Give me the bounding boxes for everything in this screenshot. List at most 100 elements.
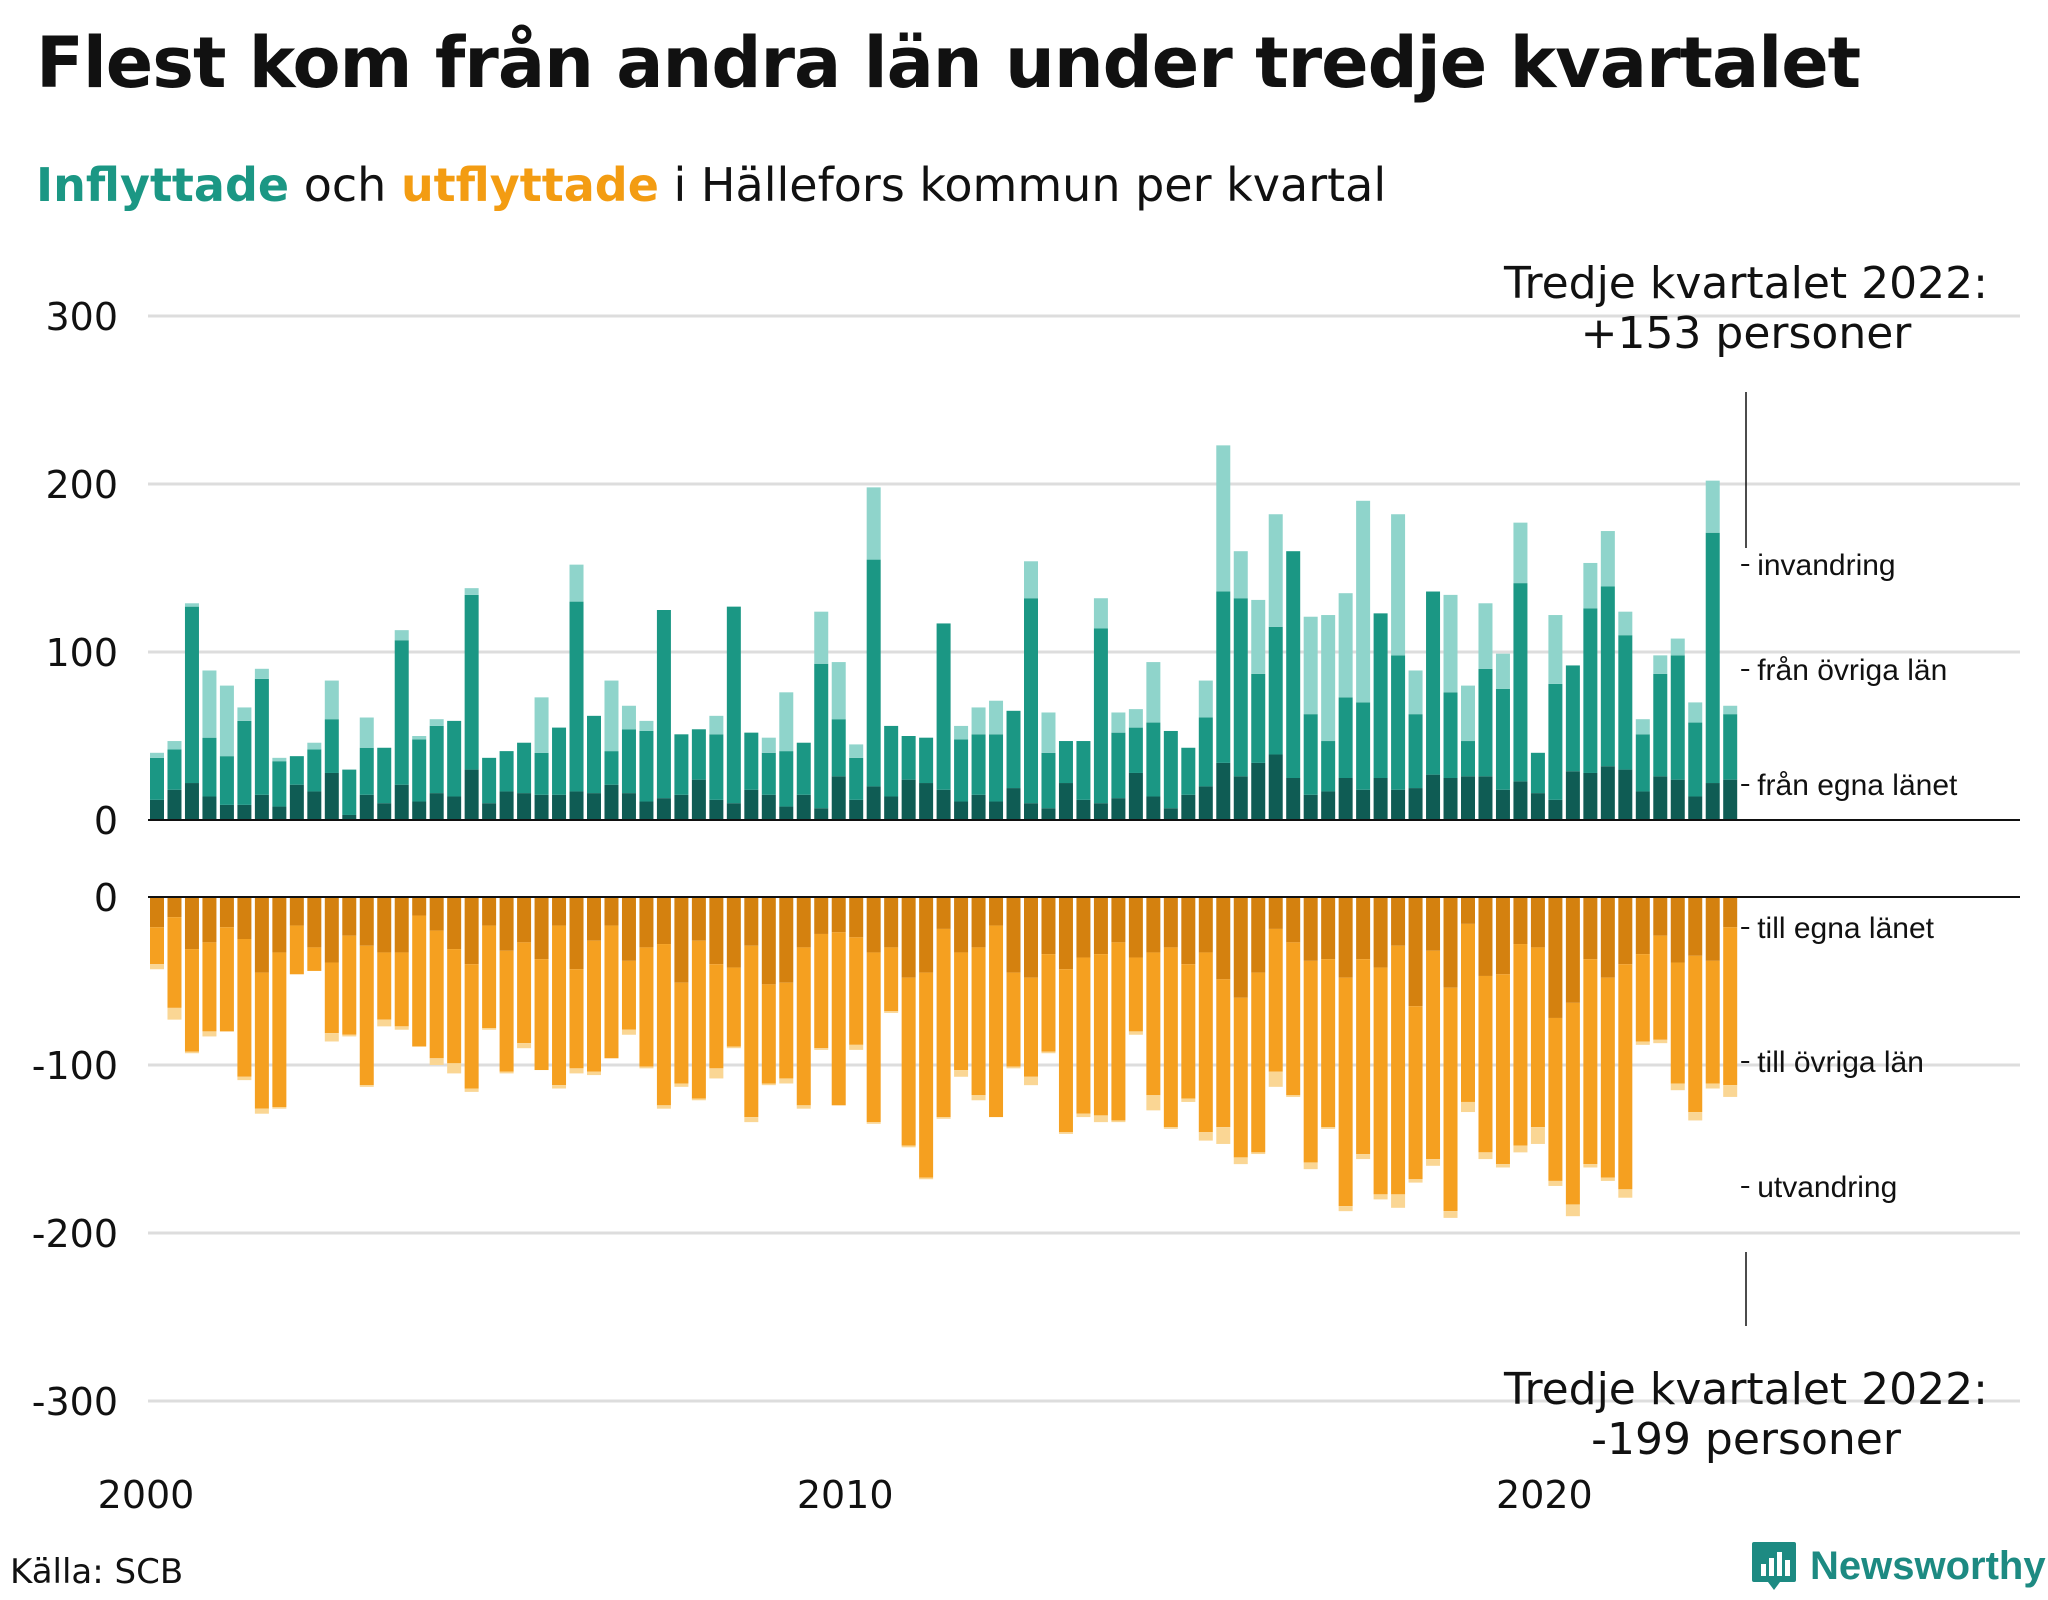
bar-out-own: [1181, 897, 1196, 965]
bar-out-own: [1565, 897, 1580, 1003]
bar-in-other: [272, 761, 287, 807]
bar-in-own: [464, 769, 479, 820]
bar-in-own: [989, 801, 1004, 820]
grid-lines: [148, 314, 2020, 1403]
bar-out-own: [1461, 897, 1475, 924]
logo-text: Newsworthy: [1810, 1543, 2046, 1588]
bar-in-other: [796, 742, 811, 795]
bar-out-own: [1495, 897, 1510, 975]
bar-out-emig: [587, 1071, 601, 1076]
bar-in-other: [289, 756, 304, 785]
bar-out-other: [1513, 944, 1528, 1146]
bar-out-other: [954, 952, 969, 1071]
bar-in-other: [587, 715, 601, 794]
bar-in-immig: [150, 752, 164, 758]
bar-out-other: [1495, 974, 1510, 1165]
bar-out-emig: [866, 1122, 881, 1124]
bar-out-other: [1286, 942, 1301, 1096]
bar-out-other: [289, 925, 304, 975]
bar-in-other: [1181, 747, 1196, 795]
bar-in-other: [1058, 741, 1073, 784]
bar-in-other: [150, 757, 164, 800]
bar-out-other: [849, 937, 864, 1045]
bar-out-own: [569, 897, 584, 970]
bar-in-own: [307, 791, 322, 820]
bar-out-other: [831, 932, 846, 1106]
bar-out-emig: [1338, 1206, 1353, 1212]
bar-out-other: [272, 952, 287, 1107]
bar-out-other: [219, 927, 234, 1032]
bar-in-other: [1198, 717, 1213, 787]
bar-in-immig: [761, 737, 776, 753]
bar-in-other: [1670, 655, 1685, 780]
bar-in-own: [342, 814, 357, 820]
bar-out-other: [534, 959, 549, 1071]
bar-in-immig: [1635, 719, 1650, 735]
bar-in-immig: [1391, 514, 1406, 656]
bar-in-other: [1478, 668, 1493, 777]
bar-out-other: [779, 982, 794, 1079]
bar-out-other: [1426, 950, 1441, 1160]
bar-in-other: [1093, 628, 1108, 804]
bar-in-own: [1198, 786, 1213, 820]
bar-out-own: [621, 897, 636, 961]
bar-in-other: [1635, 734, 1650, 792]
bar-in-own: [552, 794, 567, 820]
bar-out-own: [1286, 897, 1301, 943]
bar-in-other: [534, 752, 549, 795]
bar-in-immig: [1321, 615, 1336, 742]
bar-in-immig: [394, 630, 409, 641]
bar-out-emig: [1356, 1154, 1371, 1160]
bar-out-emig: [1233, 1157, 1248, 1165]
bar-in-immig: [254, 668, 269, 679]
bar-out-own: [936, 897, 951, 929]
bar-out-own: [1321, 897, 1336, 960]
bar-out-own: [1705, 897, 1720, 961]
bar-out-other: [429, 930, 444, 1059]
bar-out-other: [1530, 947, 1545, 1128]
bar-out-other: [936, 928, 951, 1118]
bar-out-emig: [971, 1095, 986, 1101]
bar-in-other: [779, 751, 794, 807]
bar-in-other: [1391, 655, 1406, 790]
bar-out-own: [1058, 897, 1073, 970]
bar-out-emig: [884, 1011, 899, 1013]
bar-in-other: [954, 739, 969, 802]
bar-in-other: [919, 737, 934, 784]
bar-in-immig: [1688, 702, 1703, 723]
bar-out-own: [1600, 897, 1615, 978]
bar-in-own: [1618, 769, 1633, 820]
bar-in-other: [866, 559, 881, 787]
bar-in-other: [1286, 551, 1301, 778]
bar-in-immig: [1146, 662, 1161, 723]
bar-out-own: [779, 897, 794, 983]
bar-in-other: [989, 734, 1004, 802]
bar-in-immig: [219, 685, 234, 757]
x-tick-label: 2000: [98, 1473, 195, 1517]
x-axis-tick-labels: 2000 2010 2020: [98, 1473, 1593, 1517]
bar-out-emig: [814, 1048, 829, 1050]
bar-out-own: [1688, 897, 1703, 956]
bar-out-own: [1146, 897, 1161, 953]
bar-out-own: [1041, 897, 1056, 955]
bar-out-emig: [499, 1071, 514, 1074]
bar-out-emig: [709, 1068, 724, 1079]
bar-out-emig: [954, 1070, 969, 1077]
bar-out-other: [621, 960, 636, 1030]
bar-out-emig: [901, 1145, 916, 1148]
bar-out-own: [587, 897, 601, 941]
bar-in-own: [1478, 776, 1493, 820]
bar-in-immig: [464, 588, 479, 595]
bar-out-own: [342, 897, 357, 936]
source-note: Källa: SCB: [10, 1552, 184, 1592]
bar-in-immig: [1408, 670, 1423, 715]
bar-in-own: [1600, 766, 1615, 820]
bar-out-other: [1146, 952, 1161, 1096]
bar-in-other: [359, 747, 374, 795]
y-tick-label: -200: [32, 1212, 118, 1256]
bar-out-other: [1128, 957, 1143, 1032]
bar-in-immig: [1461, 685, 1475, 742]
bar-in-own: [1058, 783, 1073, 820]
bar-in-immig: [1478, 603, 1493, 669]
